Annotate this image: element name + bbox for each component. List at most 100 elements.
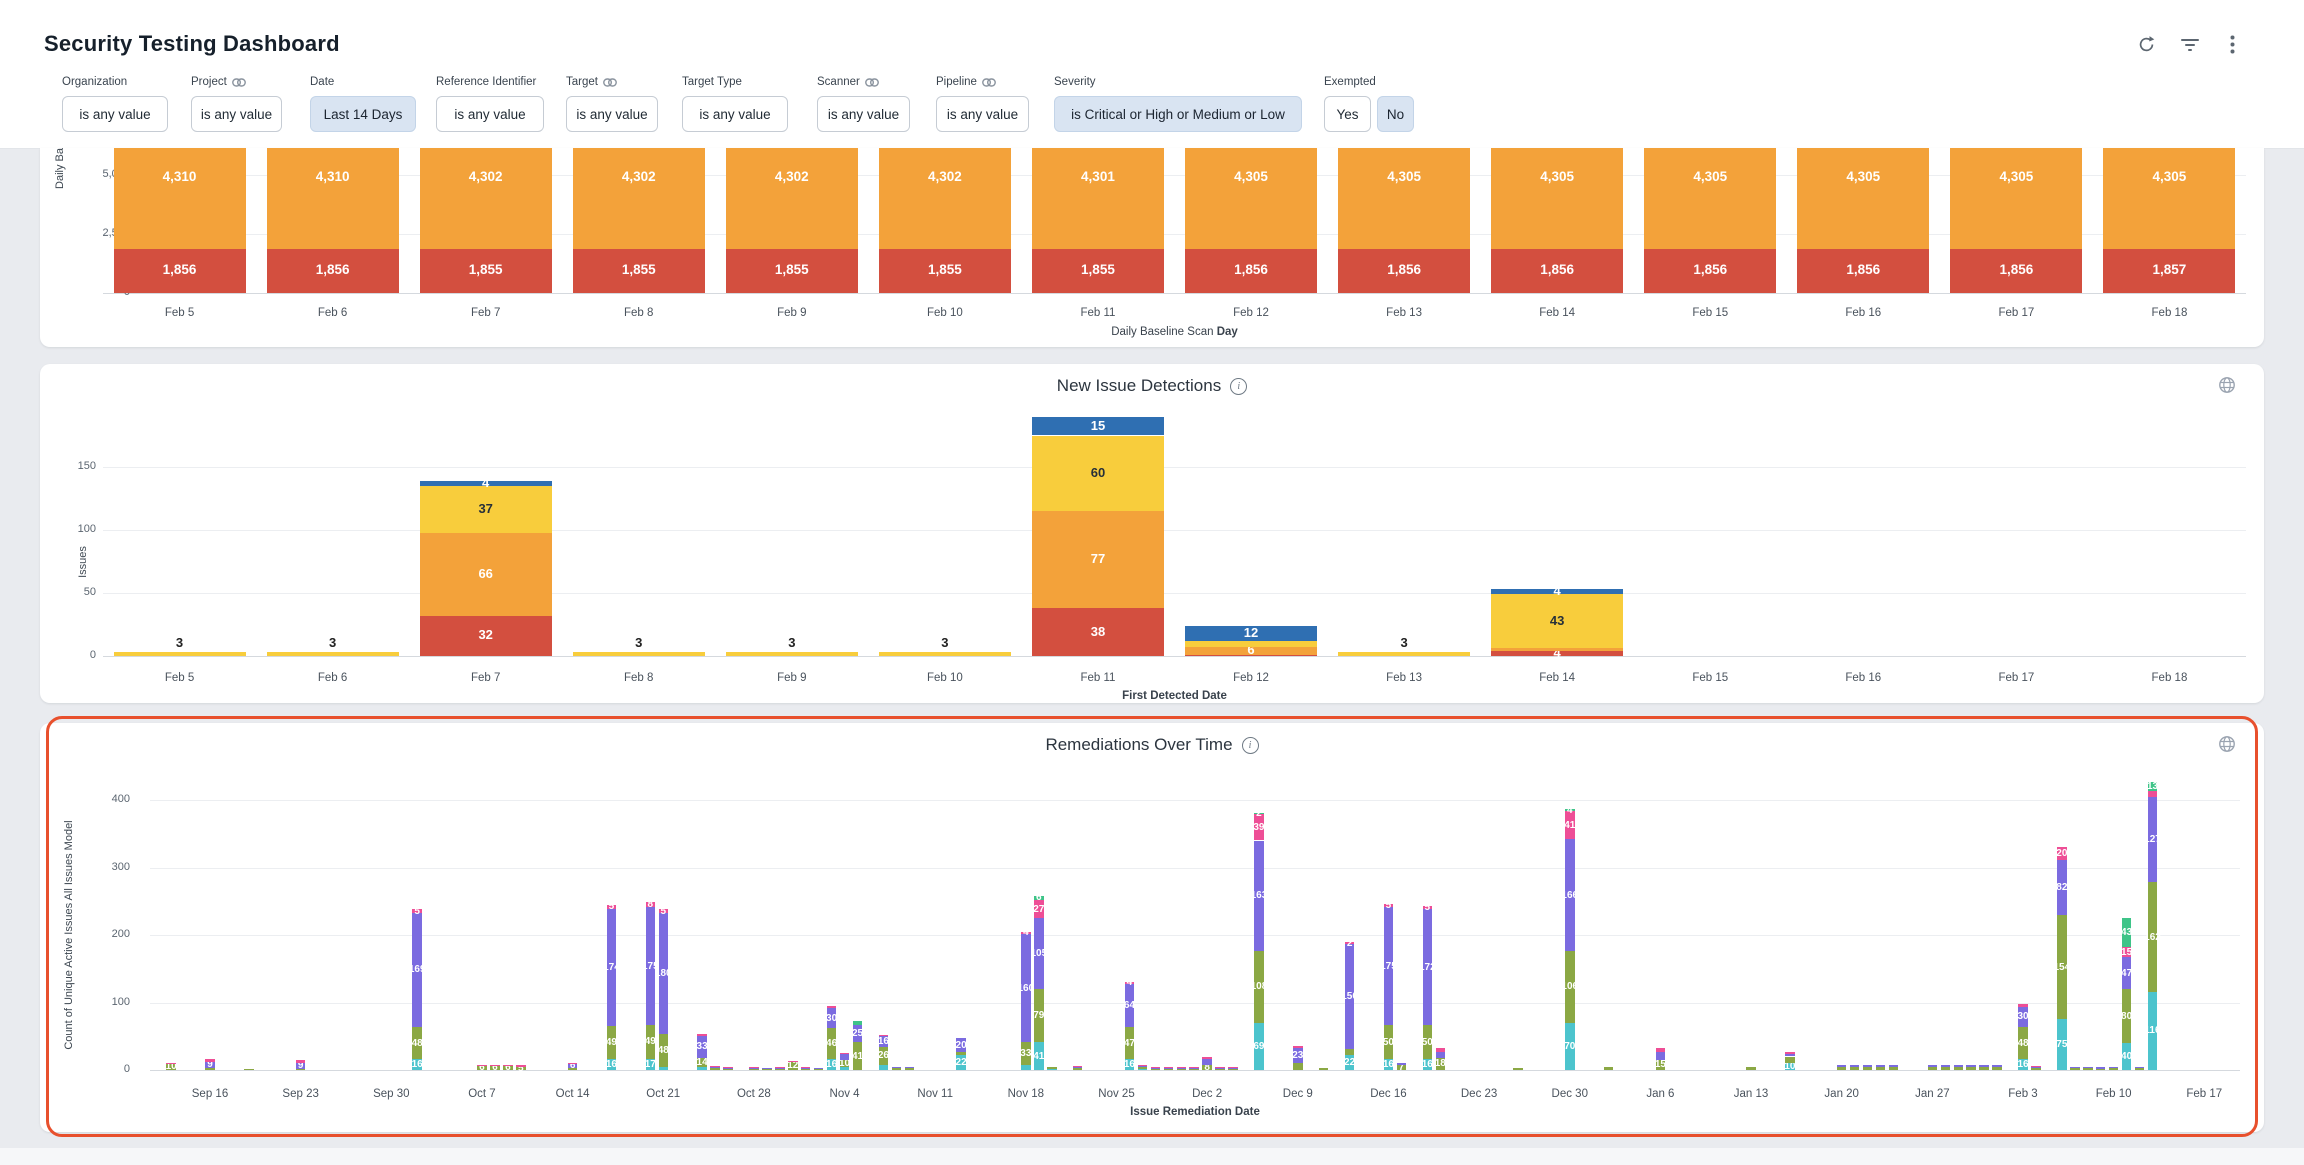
chart-bar-segment-green[interactable] bbox=[1875, 1067, 1886, 1070]
chart-bar-segment-medium[interactable] bbox=[878, 652, 1011, 656]
chart-bar-segment-pink[interactable] bbox=[2018, 1003, 2028, 1007]
chart-bar-segment-purple[interactable] bbox=[878, 1036, 889, 1048]
chart-bar-segment-pink[interactable] bbox=[1785, 1051, 1795, 1055]
chart-bar-segment-green[interactable] bbox=[1888, 1067, 1899, 1070]
chart-bar-segment-pink[interactable] bbox=[1176, 1066, 1186, 1068]
chart-bar-segment-pink[interactable] bbox=[710, 1065, 720, 1067]
chart-bar-segment-high[interactable] bbox=[1185, 647, 1318, 655]
chart-bar-segment-green[interactable] bbox=[1603, 1067, 1614, 1070]
chart-bar-segment-green[interactable] bbox=[878, 1047, 889, 1065]
chart-bar-segment-emerald[interactable] bbox=[2121, 918, 2132, 948]
chart-bar-segment-emerald[interactable] bbox=[2147, 781, 2158, 791]
chart-bar-segment-orange[interactable] bbox=[878, 148, 1011, 250]
chart-bar-segment-purple[interactable] bbox=[2108, 1067, 2119, 1068]
chart-bar-segment-teal[interactable] bbox=[658, 1066, 668, 1070]
chart-bar-segment-green[interactable] bbox=[1137, 1066, 1148, 1069]
chart-bar-segment-purple[interactable] bbox=[1836, 1064, 1847, 1068]
chart-bar-segment-green[interactable] bbox=[762, 1068, 772, 1070]
chart-bar-segment-teal[interactable] bbox=[2057, 1019, 2067, 1070]
chart-bar-segment-green[interactable] bbox=[1435, 1057, 1445, 1070]
chart-bar-segment-pink[interactable] bbox=[205, 1058, 215, 1062]
chart-bar-segment-purple[interactable] bbox=[2083, 1066, 2093, 1068]
chart-bar-segment-pink[interactable] bbox=[166, 1062, 176, 1064]
chart-bar-segment-medium[interactable] bbox=[1031, 435, 1164, 512]
chart-bar-segment-high[interactable] bbox=[1031, 511, 1164, 609]
chart-bar-segment-pink[interactable] bbox=[1072, 1065, 1083, 1067]
chart-bar-segment-purple[interactable] bbox=[1979, 1064, 1989, 1068]
chart-bar-segment-pink[interactable] bbox=[1124, 981, 1135, 985]
chart-bar-segment-high[interactable] bbox=[419, 532, 552, 616]
chart-bar-segment-teal[interactable] bbox=[826, 1059, 837, 1070]
more-menu-button[interactable] bbox=[2214, 26, 2250, 62]
chart-bar-segment-pink[interactable] bbox=[1189, 1066, 1199, 1068]
chart-bar-segment-red[interactable] bbox=[266, 249, 399, 293]
chart-bar-segment-teal[interactable] bbox=[2121, 1043, 2132, 1070]
info-icon[interactable]: i bbox=[1241, 736, 1259, 754]
chart-bar-segment-purple[interactable] bbox=[800, 1067, 811, 1069]
chart-bar-segment-orange[interactable] bbox=[1644, 148, 1777, 250]
chart-bar-segment-green[interactable] bbox=[800, 1068, 811, 1070]
chart-bar-segment-red[interactable] bbox=[1644, 249, 1777, 293]
chart-bar-segment-purple[interactable] bbox=[2134, 1067, 2145, 1068]
chart-bar-segment-purple[interactable] bbox=[1176, 1067, 1186, 1069]
chart-bar-segment-green[interactable] bbox=[1228, 1068, 1238, 1070]
chart-bar-segment-green[interactable] bbox=[1746, 1067, 1756, 1070]
refresh-button[interactable] bbox=[2128, 26, 2164, 62]
chart-bar-segment-teal[interactable] bbox=[1137, 1068, 1148, 1070]
chart-bar-segment-orange[interactable] bbox=[1338, 148, 1471, 250]
chart-bar-segment-green[interactable] bbox=[1862, 1067, 1873, 1070]
chart-bar-segment-pink[interactable] bbox=[1383, 903, 1394, 908]
chart-bar-segment-purple[interactable] bbox=[658, 912, 668, 1035]
chart-bar-segment-critical[interactable] bbox=[1185, 654, 1318, 656]
chart-bar-segment-pink[interactable] bbox=[1163, 1066, 1174, 1068]
chart-bar-segment-orange[interactable] bbox=[113, 148, 246, 250]
chart-bar-segment-pink[interactable] bbox=[1034, 899, 1044, 919]
chart-bar-segment-green[interactable] bbox=[826, 1028, 837, 1060]
chart-bar-segment-teal[interactable] bbox=[2147, 991, 2158, 1070]
globe-icon[interactable] bbox=[2218, 376, 2236, 394]
chart-bar-segment-green[interactable] bbox=[710, 1067, 720, 1070]
chart-bar-segment-purple[interactable] bbox=[1565, 839, 1575, 952]
chart-bar-segment-purple[interactable] bbox=[1072, 1066, 1083, 1068]
chart-bar-segment-emerald[interactable] bbox=[1254, 812, 1264, 815]
chart-bar-segment-purple[interactable] bbox=[891, 1067, 902, 1068]
chart-bar-segment-teal[interactable] bbox=[1254, 1023, 1264, 1070]
chart-bar-segment-purple[interactable] bbox=[2018, 1006, 2028, 1027]
chart-bar-segment-green[interactable] bbox=[1979, 1067, 1989, 1070]
chart-bar-segment-purple[interactable] bbox=[1124, 984, 1135, 1028]
chart-bar-segment-purple[interactable] bbox=[1021, 934, 1031, 1043]
chart-bar-segment-purple[interactable] bbox=[295, 1062, 306, 1069]
chart-bar-segment-pink[interactable] bbox=[477, 1064, 487, 1066]
chart-bar-segment-pink[interactable] bbox=[723, 1067, 733, 1068]
chart-bar-segment-green[interactable] bbox=[1396, 1065, 1407, 1070]
chart-bar-segment-green[interactable] bbox=[852, 1042, 863, 1070]
chart-bar-segment-purple[interactable] bbox=[1163, 1067, 1174, 1069]
chart-bar-segment-purple[interactable] bbox=[1150, 1067, 1161, 1069]
chart-bar-segment-purple[interactable] bbox=[205, 1061, 215, 1068]
chart-bar-segment-purple[interactable] bbox=[1254, 840, 1264, 951]
chart-bar-segment-teal[interactable] bbox=[1565, 1022, 1575, 1070]
chart-bar-segment-low[interactable] bbox=[1031, 416, 1164, 436]
chart-bar-segment-red[interactable] bbox=[1797, 249, 1930, 293]
chart-bar-segment-purple[interactable] bbox=[1655, 1051, 1666, 1060]
chart-bar-segment-pink[interactable] bbox=[567, 1062, 578, 1064]
chart-bar-segment-orange[interactable] bbox=[725, 148, 858, 250]
chart-bar-segment-green[interactable] bbox=[813, 1068, 824, 1070]
chart-bar-segment-green[interactable] bbox=[1202, 1064, 1212, 1070]
chart-bar-segment-purple[interactable] bbox=[1785, 1054, 1795, 1057]
chart-bar-segment-green[interactable] bbox=[205, 1067, 215, 1070]
chart-bar-segment-green[interactable] bbox=[1254, 950, 1264, 1024]
filter-chip-scanner[interactable]: is any value bbox=[817, 96, 910, 132]
chart-bar-segment-pink[interactable] bbox=[1565, 811, 1575, 840]
chart-bar-segment-medium[interactable] bbox=[419, 485, 552, 533]
chart-bar-segment-critical[interactable] bbox=[1491, 650, 1624, 656]
chart-bar-segment-purple[interactable] bbox=[1940, 1064, 1951, 1068]
chart-bar-segment-green[interactable] bbox=[244, 1068, 254, 1070]
chart-bar-segment-green[interactable] bbox=[1383, 1025, 1394, 1060]
chart-bar-segment-green[interactable] bbox=[1072, 1067, 1083, 1070]
chart-bar-segment-medium[interactable] bbox=[266, 652, 399, 656]
chart-bar-segment-pink[interactable] bbox=[826, 1005, 837, 1008]
chart-bar-segment-teal[interactable] bbox=[878, 1064, 889, 1070]
chart-bar-segment-purple[interactable] bbox=[1137, 1065, 1148, 1067]
chart-bar-segment-green[interactable] bbox=[1021, 1042, 1031, 1065]
